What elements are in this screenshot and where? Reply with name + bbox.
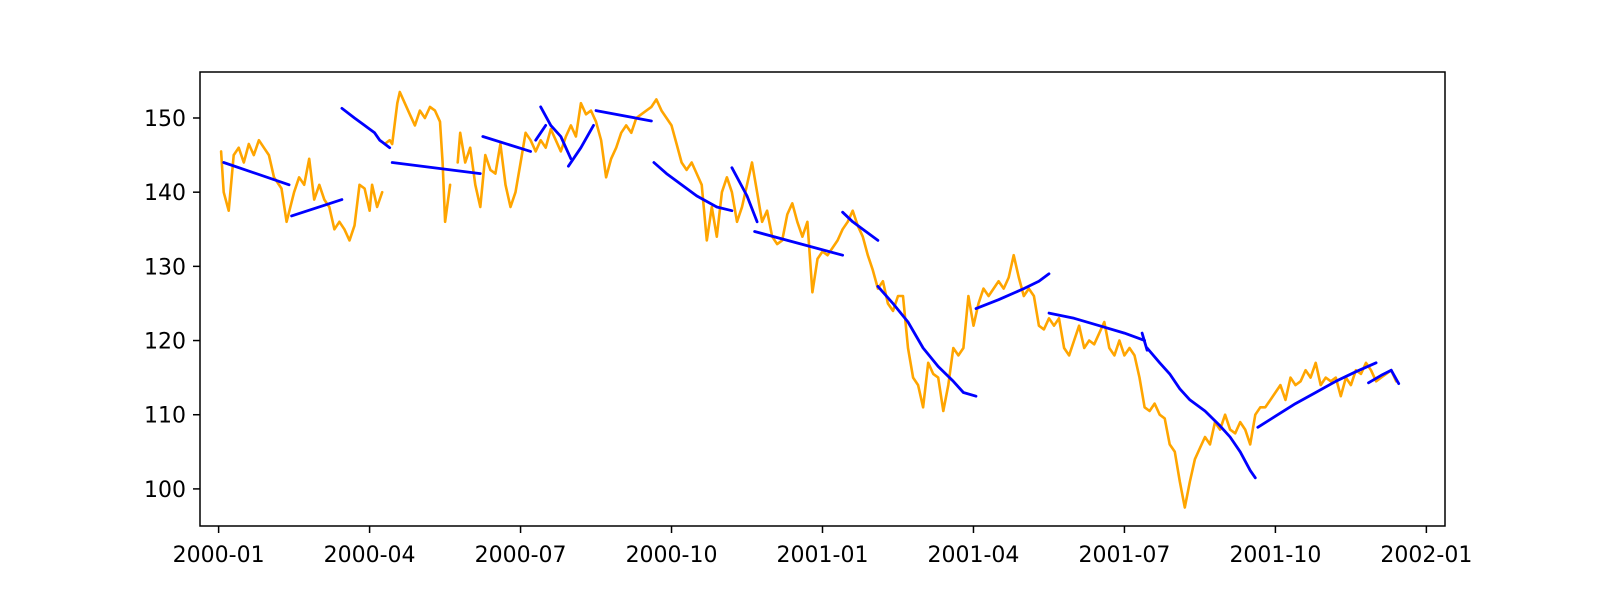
x-tick-label: 2000-10 [626, 543, 718, 568]
y-tick-label: 100 [144, 478, 186, 503]
trend-line-segment-15 [1047, 311, 1146, 342]
x-tick-label: 2001-01 [777, 543, 869, 568]
x-tick-label: 2001-10 [1229, 543, 1321, 568]
trend-line-segment-2 [340, 106, 392, 150]
y-tick-label: 140 [144, 181, 186, 206]
trend-line-segment-5 [534, 124, 548, 142]
trend-line-segment-14 [974, 272, 1051, 310]
y-tick-label: 130 [144, 255, 186, 280]
trend-line-segment-8 [594, 109, 653, 123]
price-line-segment-1 [383, 90, 452, 224]
trend-line-segment-3 [390, 161, 482, 175]
trend-line-segment-19 [1367, 368, 1393, 385]
x-tick-label: 2000-07 [475, 543, 567, 568]
series-trend [222, 105, 1401, 480]
x-tick-label: 2002-01 [1380, 543, 1472, 568]
trend-line-segment-0 [222, 161, 291, 187]
price-line-segment-0 [219, 138, 384, 242]
y-tick-label: 150 [144, 107, 186, 132]
x-tick-label: 2001-07 [1078, 543, 1170, 568]
x-tick-label: 2000-04 [324, 543, 416, 568]
series-layer [219, 90, 1401, 509]
x-tick-label: 2001-04 [928, 543, 1020, 568]
trend-line-segment-7 [567, 124, 595, 168]
trend-line-segment-13 [876, 285, 978, 398]
series-price [219, 90, 1398, 509]
trend-line-segment-11 [753, 230, 844, 257]
trend-line-segment-18 [1256, 361, 1378, 429]
trend-line-segment-4 [481, 135, 532, 153]
x-axis: 2000-01 2000-04 2000-07 2000-10 2001-01 2001-… [173, 526, 1472, 568]
price-line-segment-2 [456, 98, 1398, 509]
trend-line-segment-20 [1389, 368, 1401, 385]
trend-line-segment-17 [1145, 346, 1257, 480]
y-tick-label: 110 [144, 404, 186, 429]
trend-line-segment-6 [539, 105, 573, 161]
y-tick-label: 120 [144, 330, 186, 355]
y-axis: 100 110 120 130 140 150 [144, 107, 200, 503]
trend-line-segment-12 [841, 210, 880, 242]
trend-line-segment-1 [290, 198, 344, 218]
trend-line-segment-9 [652, 161, 734, 213]
trend-line-segment-10 [730, 166, 759, 224]
plot-frame [199, 71, 1446, 527]
x-tick-label: 2000-01 [173, 543, 265, 568]
